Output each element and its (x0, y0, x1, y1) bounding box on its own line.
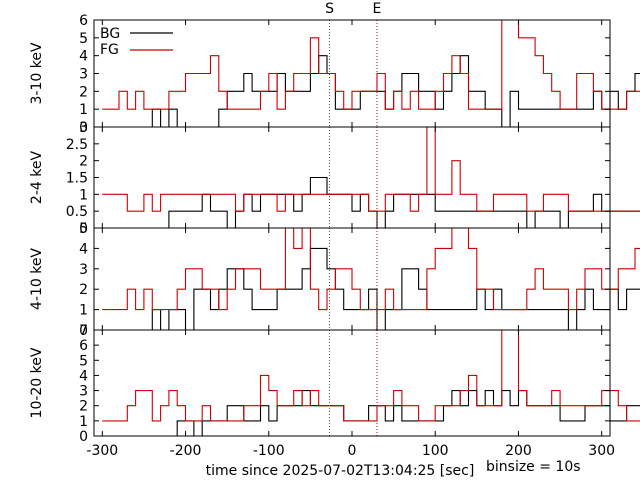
y-tick-label-3-2: 2 (79, 399, 88, 415)
legend-label-bg: BG (100, 26, 120, 42)
y-axis-label-10-20kev: 10-20 keV (29, 347, 45, 418)
y-axis-label-4-10kev: 4-10 keV (29, 248, 45, 310)
y-tick-label-1-2: 1 (79, 187, 88, 203)
series-bg-panel-0 (102, 55, 640, 128)
panel-frame-1 (93, 126, 611, 229)
y-tick-label-3-1: 1 (79, 414, 88, 430)
y-tick-label-2-3: 3 (79, 262, 88, 278)
y-tick-label-1-3: 1.5 (66, 171, 88, 187)
y-tick-label-3-7: 7 (79, 323, 88, 339)
y-tick-label-2-4: 4 (79, 241, 88, 257)
y-tick-label-1-6: 3 (79, 120, 88, 136)
y-tick-label-0-0: 0 (79, 120, 88, 136)
y-axis-label-2-4kev: 2-4 keV (29, 151, 45, 205)
series-fg-panel-0 (102, 19, 640, 110)
y-tick-label-3-0: 0 (79, 429, 88, 445)
x-tick-label-2: -100 (253, 443, 285, 459)
y-tick-label-0-4: 4 (79, 49, 88, 65)
x-tick-label-3: 0 (348, 443, 357, 459)
y-tick-label-3-5: 5 (79, 353, 88, 369)
marker-labels: S E (325, 1, 381, 17)
x-tick-label-4: 100 (422, 443, 449, 459)
y-tick-label-2-2: 2 (79, 282, 88, 298)
x-axis: -300 -200 -100 0 100 200 300 (86, 443, 615, 459)
y-tick-label-0-6: 6 (79, 13, 88, 29)
y-tick-label-0-3: 3 (79, 67, 88, 83)
y-tick-label-3-4: 4 (79, 368, 88, 384)
y-tick-label-0-1: 1 (79, 102, 88, 118)
legend-label-fg: FG (100, 42, 119, 58)
y-tick-label-1-1: 0.5 (66, 204, 88, 220)
y-tick-label-2-0: 0 (79, 323, 88, 339)
series-fg-panel-3 (102, 329, 640, 422)
panel-frame-0 (93, 19, 611, 128)
legend: BG FG (100, 26, 173, 58)
x-axis-label: time since 2025-07-02T13:04:25 [sec] (206, 463, 475, 479)
y-tick-label-0-2: 2 (79, 84, 88, 100)
y-tick-label-1-4: 2 (79, 154, 88, 170)
series-fg-panel-1 (102, 126, 640, 212)
x-tick-label-1: -200 (170, 443, 202, 459)
panel-frame-3 (93, 329, 611, 437)
x-tick-label-0: -300 (86, 443, 118, 459)
series-bg-panel-3 (102, 390, 640, 437)
binsize-note: binsize = 10s (486, 459, 581, 475)
y-tick-label-1-0: 0 (79, 221, 88, 237)
y-axis-label-3-10kev: 3-10 keV (29, 42, 45, 104)
y-tick-label-2-5: 5 (79, 221, 88, 237)
y-tick-label-3-3: 3 (79, 384, 88, 400)
series-fg-panel-2 (102, 227, 640, 311)
x-tick-label-5: 200 (505, 443, 532, 459)
y-tick-label-3-6: 6 (79, 338, 88, 354)
y-tick-label-2-1: 1 (79, 303, 88, 319)
x-tick-label-6: 300 (588, 443, 615, 459)
panel-4-10kev: 4-10 keV 0 1 2 3 4 5 (29, 221, 640, 339)
marker-label-start: S (325, 1, 334, 17)
panel-2-4kev: 2-4 keV 00.511.522.53 (29, 120, 640, 237)
marker-label-end: E (373, 1, 382, 17)
y-tick-label-1-5: 2.5 (66, 137, 88, 153)
y-tick-label-0-5: 5 (79, 31, 88, 47)
